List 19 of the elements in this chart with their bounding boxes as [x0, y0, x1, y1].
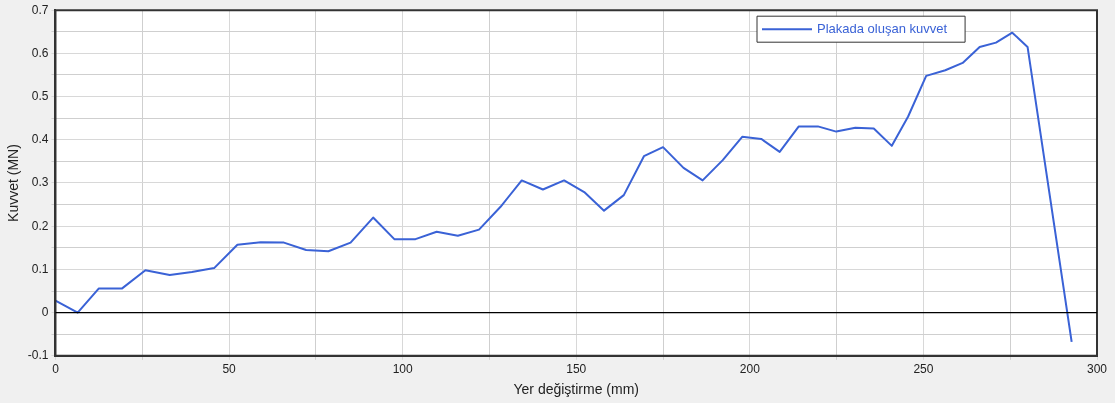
y-tick-label: 0.6	[31, 45, 49, 60]
y-axis-title: Kuvvet (MN)	[5, 144, 22, 222]
x-tick-label: 150	[566, 362, 587, 377]
x-tick-label: 0	[52, 362, 60, 377]
x-tick-label: 300	[1086, 362, 1108, 377]
y-tick-label: 0.5	[31, 88, 49, 103]
y-tick-label: 0.2	[31, 218, 49, 233]
x-tick-label: 50	[222, 362, 237, 377]
y-tick-label: 0.3	[31, 175, 49, 190]
x-tick-label: 250	[913, 362, 934, 377]
x-tick-label: 200	[739, 362, 761, 377]
y-tick-label: -0.1	[27, 348, 49, 363]
y-tick-label: 0.1	[31, 261, 49, 276]
legend-label: Plakada oluşan kuvvet	[817, 20, 948, 36]
x-tick-label: 100	[392, 362, 413, 377]
y-tick-label: 0.7	[31, 2, 49, 17]
x-axis-title: Yer değiştirme (mm)	[513, 381, 639, 398]
y-tick-label: 0.4	[31, 132, 49, 147]
y-tick-label: 0	[41, 304, 49, 319]
